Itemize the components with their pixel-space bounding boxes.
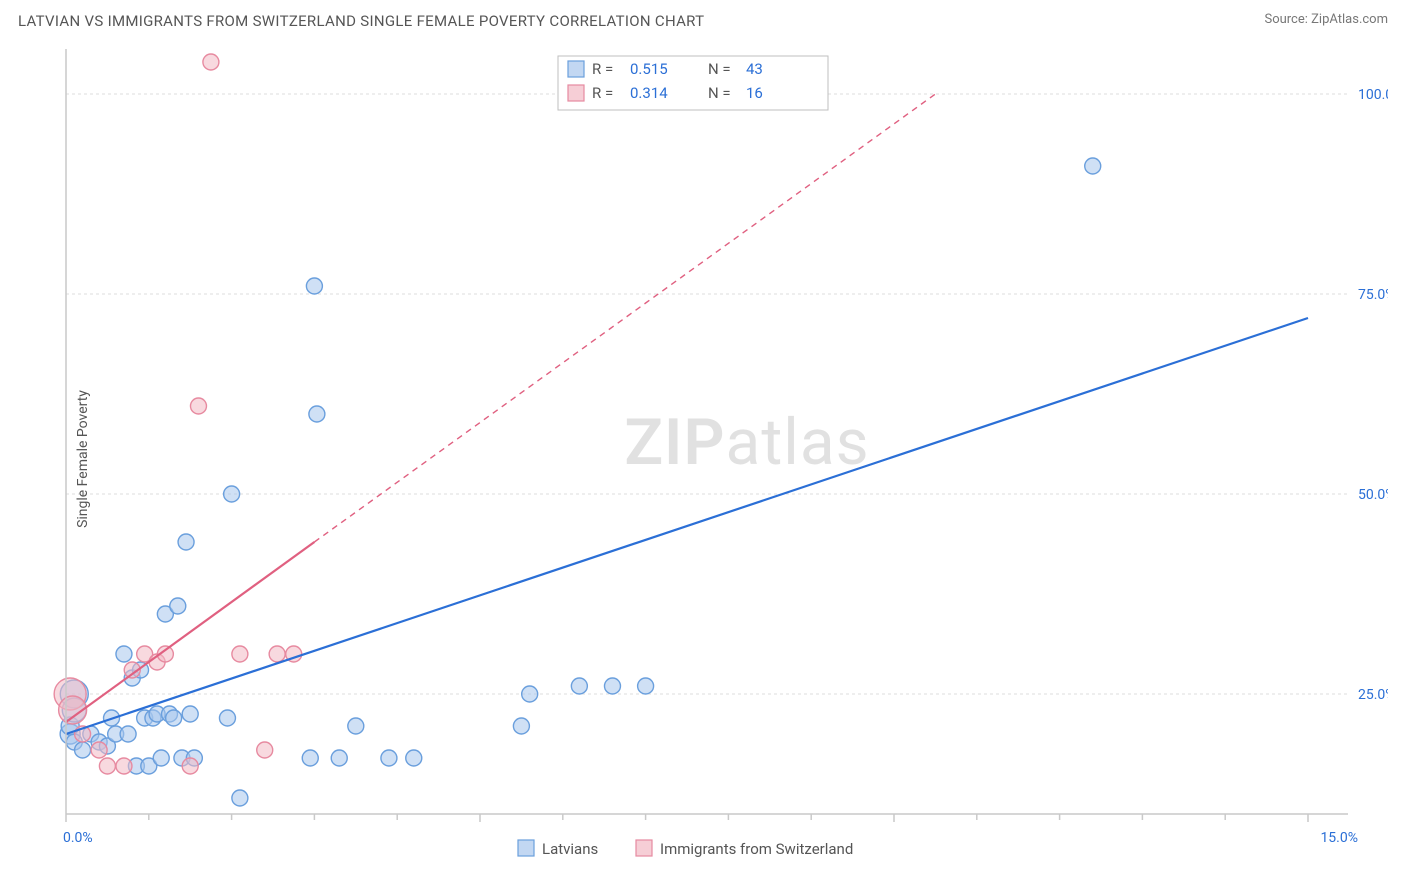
trend-line (66, 542, 314, 722)
data-point (348, 718, 364, 734)
data-point (166, 710, 182, 726)
y-tick-label: 50.0% (1358, 487, 1388, 503)
source-link[interactable]: ZipAtlas.com (1311, 12, 1388, 27)
data-point (406, 750, 422, 766)
chart-area: Single Female Poverty 25.0% 50.0% 75.0% 100… (18, 44, 1388, 874)
data-point (182, 758, 198, 774)
stats-n-value: 43 (746, 60, 763, 78)
legend-swatch (518, 840, 534, 856)
stats-n-label: N = (708, 60, 731, 78)
stats-n-label: N = (708, 84, 731, 102)
data-point (513, 718, 529, 734)
stats-r-value: 0.314 (630, 84, 668, 102)
data-point (306, 278, 322, 294)
data-point (522, 686, 538, 702)
data-point (219, 710, 235, 726)
y-tick-label: 25.0% (1358, 687, 1388, 703)
data-point (170, 598, 186, 614)
data-point (116, 758, 132, 774)
source-label: Source: ZipAtlas.com (1264, 12, 1388, 27)
data-point (257, 742, 273, 758)
data-point (269, 646, 285, 662)
data-point (190, 398, 206, 414)
data-point (302, 750, 318, 766)
y-axis-label: Single Female Poverty (75, 390, 91, 528)
legend-label: Immigrants from Switzerland (660, 840, 853, 858)
data-point (309, 406, 325, 422)
x-tick-label: 15.0% (1320, 830, 1358, 846)
data-point (1085, 158, 1101, 174)
data-point (381, 750, 397, 766)
stats-r-value: 0.515 (630, 60, 668, 78)
data-point (91, 742, 107, 758)
data-point (99, 758, 115, 774)
stats-r-label: R = (592, 84, 613, 102)
legend-label: Latvians (542, 840, 598, 858)
data-point (75, 742, 91, 758)
trend-line (66, 318, 1308, 734)
data-point (638, 678, 654, 694)
data-point (232, 790, 248, 806)
data-point (224, 486, 240, 502)
chart-title: LATVIAN VS IMMIGRANTS FROM SWITZERLAND S… (18, 12, 704, 30)
legend-swatch (568, 85, 584, 101)
data-point (232, 646, 248, 662)
legend-swatch (568, 61, 584, 77)
watermark: ZIPatlas (624, 405, 869, 480)
y-tick-label: 100.0% (1358, 87, 1388, 103)
data-point (182, 706, 198, 722)
legend-swatch (636, 840, 652, 856)
stats-r-label: R = (592, 60, 613, 78)
scatter-chart: 25.0% 50.0% 75.0% 100.0% ZIPatlas 0.0% 15.0% R … (18, 44, 1388, 874)
data-point (331, 750, 347, 766)
y-tick-label: 75.0% (1358, 287, 1388, 303)
data-point (604, 678, 620, 694)
data-point (203, 54, 219, 70)
source-prefix: Source: (1264, 12, 1311, 27)
data-point (153, 750, 169, 766)
data-point (178, 534, 194, 550)
data-point (116, 646, 132, 662)
data-point (120, 726, 136, 742)
stats-n-value: 16 (746, 84, 763, 102)
x-tick-label: 0.0% (63, 830, 93, 846)
data-point (571, 678, 587, 694)
